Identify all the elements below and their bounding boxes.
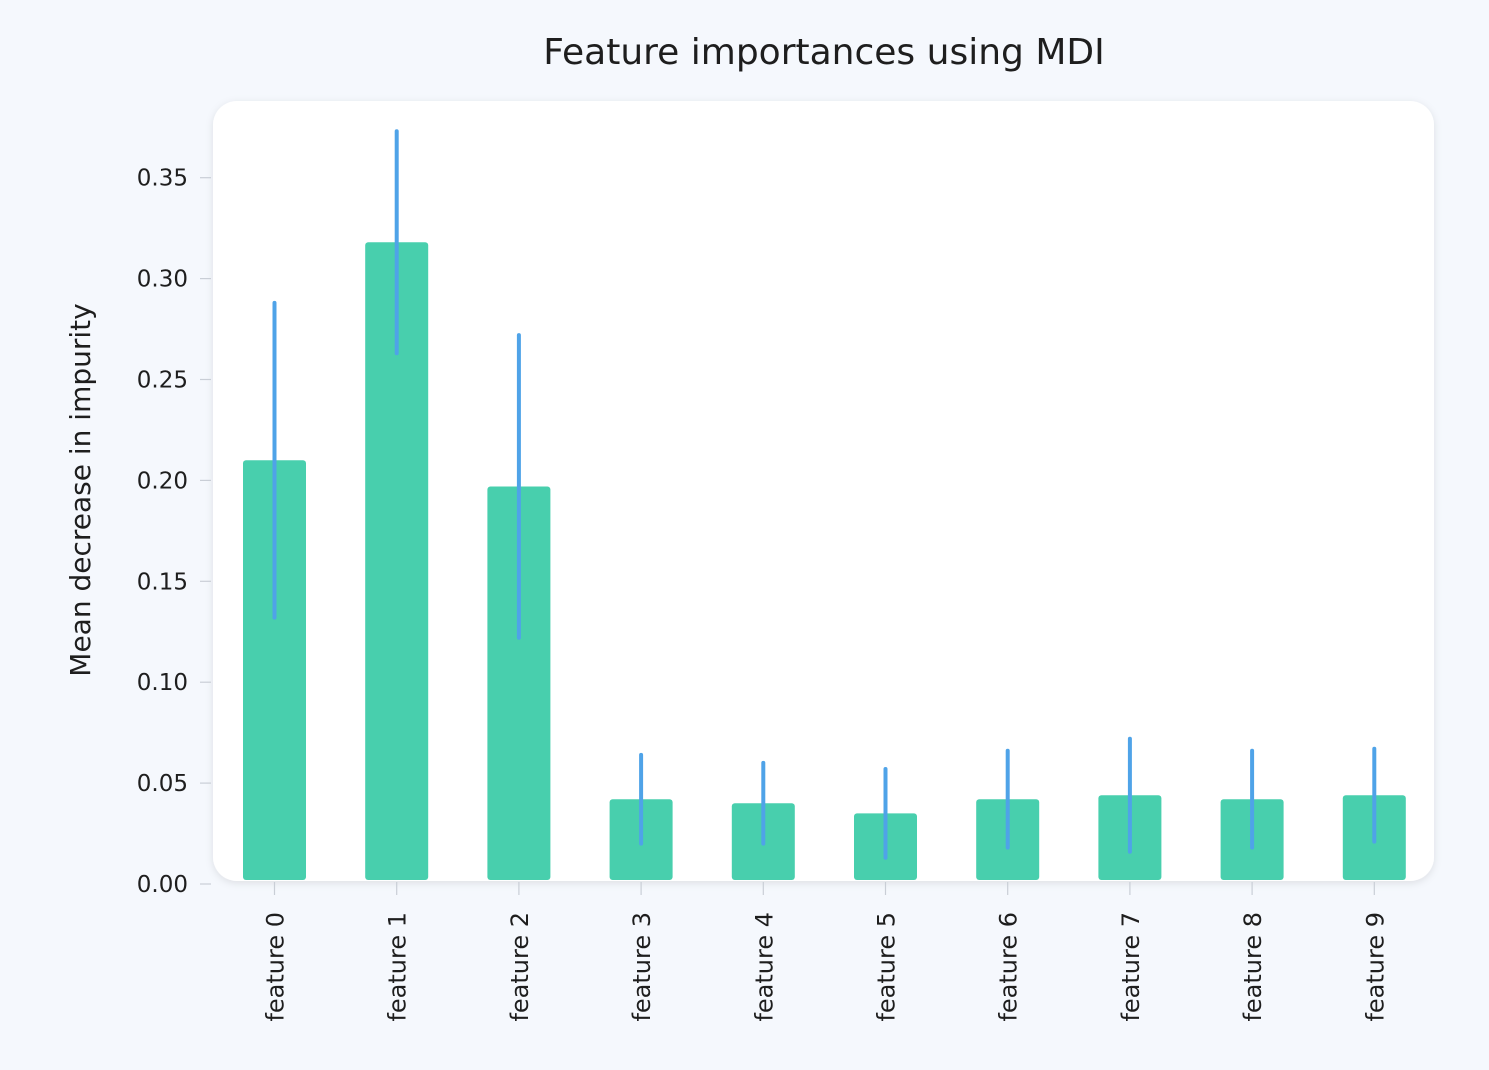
y-tick-label: 0.05 [137,771,188,797]
x-tick-label-7: feature 7 [1117,912,1145,1022]
chart-title: Feature importances using MDI [543,32,1104,73]
y-tick-label: 0.10 [137,670,188,696]
y-tick-label: 0.25 [137,368,188,394]
x-tick-label-1: feature 1 [384,912,412,1022]
y-tick-label: 0.30 [137,267,188,293]
y-tick-label: 0.20 [137,468,188,494]
error-bars-group [272,129,1377,860]
y-tick-label: 0.35 [137,166,188,192]
x-tick-label-9: feature 9 [1361,912,1389,1022]
y-axis-label: Mean decrease in impurity [64,303,97,676]
x-tick-label-2: feature 2 [506,912,534,1022]
bars-group [243,242,1406,880]
x-tick-label-4: feature 4 [750,912,778,1022]
x-tick-label-8: feature 8 [1239,912,1267,1022]
bar-0 [243,460,306,880]
x-tick-label-5: feature 5 [873,912,901,1022]
y-tick-label: 0.00 [137,872,188,898]
bar-2 [487,486,551,880]
bar-1 [365,242,429,880]
x-tick-label-3: feature 3 [628,912,656,1022]
x-tick-label-6: feature 6 [995,912,1023,1022]
y-tick-label: 0.15 [137,569,188,595]
y-axis: 0.00 0.05 0.10 0.15 0.20 0.25 0.30 0.35 [137,166,211,898]
x-tick-label-0: feature 0 [262,912,290,1022]
x-axis: feature 0 feature 1 feature 2 feature 3 feat… [262,882,1389,1022]
